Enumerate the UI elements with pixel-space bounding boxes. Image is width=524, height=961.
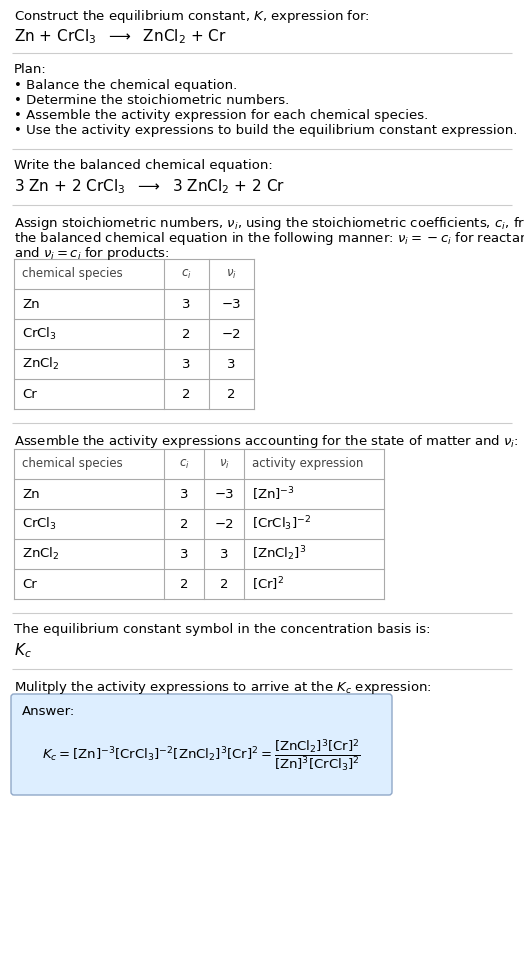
Text: 3: 3 (220, 548, 228, 560)
Text: Assign stoichiometric numbers, $\nu_i$, using the stoichiometric coefficients, $: Assign stoichiometric numbers, $\nu_i$, … (14, 215, 524, 232)
Text: [ZnCl$_2$]$^3$: [ZnCl$_2$]$^3$ (252, 545, 307, 563)
Text: $K_c$: $K_c$ (14, 641, 32, 659)
Text: Zn: Zn (22, 487, 40, 501)
Text: 3 Zn + 2 CrCl$_3$  $\longrightarrow$  3 ZnCl$_2$ + 2 Cr: 3 Zn + 2 CrCl$_3$ $\longrightarrow$ 3 Zn… (14, 177, 285, 196)
Text: • Determine the stoichiometric numbers.: • Determine the stoichiometric numbers. (14, 94, 289, 107)
Text: 3: 3 (227, 357, 236, 371)
Text: 3: 3 (180, 487, 188, 501)
Text: Write the balanced chemical equation:: Write the balanced chemical equation: (14, 159, 273, 172)
Text: 2: 2 (180, 578, 188, 590)
Text: 2: 2 (182, 387, 191, 401)
Text: Zn + CrCl$_3$  $\longrightarrow$  ZnCl$_2$ + Cr: Zn + CrCl$_3$ $\longrightarrow$ ZnCl$_2$… (14, 27, 227, 46)
Text: $K_c = [\mathrm{Zn}]^{-3}[\mathrm{CrCl_3}]^{-2}[\mathrm{ZnCl_2}]^3[\mathrm{Cr}]^: $K_c = [\mathrm{Zn}]^{-3}[\mathrm{CrCl_3… (42, 738, 361, 774)
Text: ZnCl$_2$: ZnCl$_2$ (22, 546, 59, 562)
Text: chemical species: chemical species (22, 457, 123, 471)
Text: $c_i$: $c_i$ (179, 457, 189, 471)
Text: • Use the activity expressions to build the equilibrium constant expression.: • Use the activity expressions to build … (14, 124, 517, 137)
Text: activity expression: activity expression (252, 457, 363, 471)
Text: Cr: Cr (22, 387, 37, 401)
Text: Assemble the activity expressions accounting for the state of matter and $\nu_i$: Assemble the activity expressions accoun… (14, 433, 519, 450)
Text: 2: 2 (180, 518, 188, 530)
Text: 2: 2 (227, 387, 236, 401)
Text: CrCl$_3$: CrCl$_3$ (22, 516, 57, 532)
Text: and $\nu_i = c_i$ for products:: and $\nu_i = c_i$ for products: (14, 245, 170, 262)
Text: 2: 2 (182, 328, 191, 340)
Text: −3: −3 (222, 298, 242, 310)
Text: [Zn]$^{-3}$: [Zn]$^{-3}$ (252, 485, 295, 503)
Text: $c_i$: $c_i$ (181, 267, 192, 281)
Text: −3: −3 (214, 487, 234, 501)
Text: $\nu_i$: $\nu_i$ (219, 457, 230, 471)
Text: 3: 3 (182, 298, 191, 310)
Text: ZnCl$_2$: ZnCl$_2$ (22, 356, 59, 372)
Text: 3: 3 (182, 357, 191, 371)
Text: Cr: Cr (22, 578, 37, 590)
FancyBboxPatch shape (11, 694, 392, 795)
Text: 2: 2 (220, 578, 228, 590)
Text: • Balance the chemical equation.: • Balance the chemical equation. (14, 79, 237, 92)
Text: Mulitply the activity expressions to arrive at the $K_c$ expression:: Mulitply the activity expressions to arr… (14, 679, 432, 696)
Text: The equilibrium constant symbol in the concentration basis is:: The equilibrium constant symbol in the c… (14, 623, 431, 636)
Text: chemical species: chemical species (22, 267, 123, 281)
Text: −2: −2 (214, 518, 234, 530)
Text: Zn: Zn (22, 298, 40, 310)
Text: Plan:: Plan: (14, 63, 47, 76)
Text: −2: −2 (222, 328, 242, 340)
Text: Construct the equilibrium constant, $K$, expression for:: Construct the equilibrium constant, $K$,… (14, 8, 370, 25)
Text: [CrCl$_3$]$^{-2}$: [CrCl$_3$]$^{-2}$ (252, 515, 311, 533)
Text: • Assemble the activity expression for each chemical species.: • Assemble the activity expression for e… (14, 109, 428, 122)
Text: [Cr]$^2$: [Cr]$^2$ (252, 576, 284, 593)
Text: the balanced chemical equation in the following manner: $\nu_i = -c_i$ for react: the balanced chemical equation in the fo… (14, 230, 524, 247)
Text: 3: 3 (180, 548, 188, 560)
Text: CrCl$_3$: CrCl$_3$ (22, 326, 57, 342)
Text: Answer:: Answer: (22, 705, 75, 718)
Text: $\nu_i$: $\nu_i$ (226, 267, 237, 281)
